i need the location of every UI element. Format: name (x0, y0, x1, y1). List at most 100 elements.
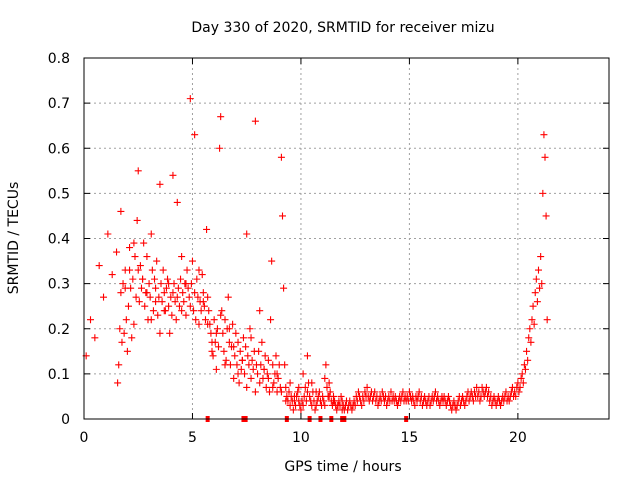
data-point (149, 307, 157, 315)
data-point (119, 280, 127, 288)
data-point (528, 316, 536, 324)
data-point (239, 334, 247, 342)
data-point (431, 388, 439, 396)
data-point (321, 401, 329, 409)
data-point (249, 365, 257, 373)
data-point (212, 329, 220, 337)
y-tick-label: 0.8 (48, 51, 70, 67)
data-point (122, 316, 130, 324)
data-point (137, 284, 145, 292)
data-point (411, 401, 419, 409)
data-point (461, 401, 469, 409)
data-point (197, 307, 205, 315)
data-point (290, 392, 298, 400)
data-point (294, 388, 302, 396)
data-point (167, 293, 175, 301)
data-point (393, 401, 401, 409)
y-tick-label: 0.2 (48, 322, 70, 338)
data-point (254, 370, 262, 378)
data-point (243, 383, 251, 391)
data-point (251, 388, 259, 396)
data-point (231, 352, 239, 360)
x-tick-label: 15 (400, 430, 418, 446)
data-point (415, 388, 423, 396)
data-point (218, 307, 226, 315)
data-point (169, 171, 177, 179)
data-point (272, 352, 280, 360)
data-point (361, 388, 369, 396)
data-point (182, 311, 190, 319)
data-point (538, 280, 546, 288)
data-point (260, 365, 268, 373)
data-point (285, 388, 293, 396)
data-point (543, 316, 551, 324)
data-point (152, 284, 160, 292)
data-point (143, 289, 151, 297)
x-tick-label: 20 (509, 430, 527, 446)
data-point (505, 397, 513, 405)
data-point (523, 347, 531, 355)
data-point (540, 131, 548, 139)
data-point (405, 388, 413, 396)
data-point (191, 131, 199, 139)
data-point (205, 307, 213, 315)
data-point (212, 365, 220, 373)
data-point (192, 316, 200, 324)
data-point (512, 392, 520, 400)
data-point (210, 316, 218, 324)
data-point (267, 316, 275, 324)
data-point (234, 338, 242, 346)
chart-title: Day 330 of 2020, SRMTID for receiver miz… (191, 20, 494, 36)
data-point (531, 289, 539, 297)
data-point (326, 388, 334, 396)
data-point (329, 397, 337, 405)
y-tick-label: 0 (61, 412, 70, 428)
data-point (209, 352, 217, 360)
data-point (256, 307, 264, 315)
data-point (536, 284, 544, 292)
data-point (264, 374, 272, 382)
data-point (117, 289, 125, 297)
data-point (533, 298, 541, 306)
data-point (165, 280, 173, 288)
data-point (242, 343, 250, 351)
data-point (279, 212, 287, 220)
data-point (262, 383, 270, 391)
data-point (146, 293, 154, 301)
data-point (222, 356, 230, 364)
data-point (147, 230, 155, 238)
data-point (195, 266, 203, 274)
gridlines (84, 58, 609, 419)
data-point (126, 244, 134, 252)
data-point (234, 370, 242, 378)
data-point (358, 401, 366, 409)
data-point (166, 329, 174, 337)
data-point (179, 289, 187, 297)
data-point (221, 361, 229, 369)
data-point (199, 298, 207, 306)
data-point (173, 198, 181, 206)
y-tick-label: 0.5 (48, 186, 70, 202)
data-point (132, 293, 140, 301)
data-point (118, 338, 126, 346)
data-point (399, 388, 407, 396)
data-point (306, 392, 314, 400)
data-point (173, 293, 181, 301)
x-tick-label: 5 (188, 430, 197, 446)
data-point (204, 293, 212, 301)
data-point (476, 397, 484, 405)
data-point (251, 117, 259, 125)
data-point (378, 388, 386, 396)
data-point (525, 334, 533, 342)
data-point (232, 329, 240, 337)
data-point (452, 406, 460, 414)
data-point (529, 302, 537, 310)
data-point (159, 266, 167, 274)
data-point (371, 388, 379, 396)
data-point (201, 316, 209, 324)
data-point (289, 406, 297, 414)
data-point (164, 275, 172, 283)
data-point (113, 248, 121, 256)
data-point (141, 302, 149, 310)
data-point (133, 216, 141, 224)
